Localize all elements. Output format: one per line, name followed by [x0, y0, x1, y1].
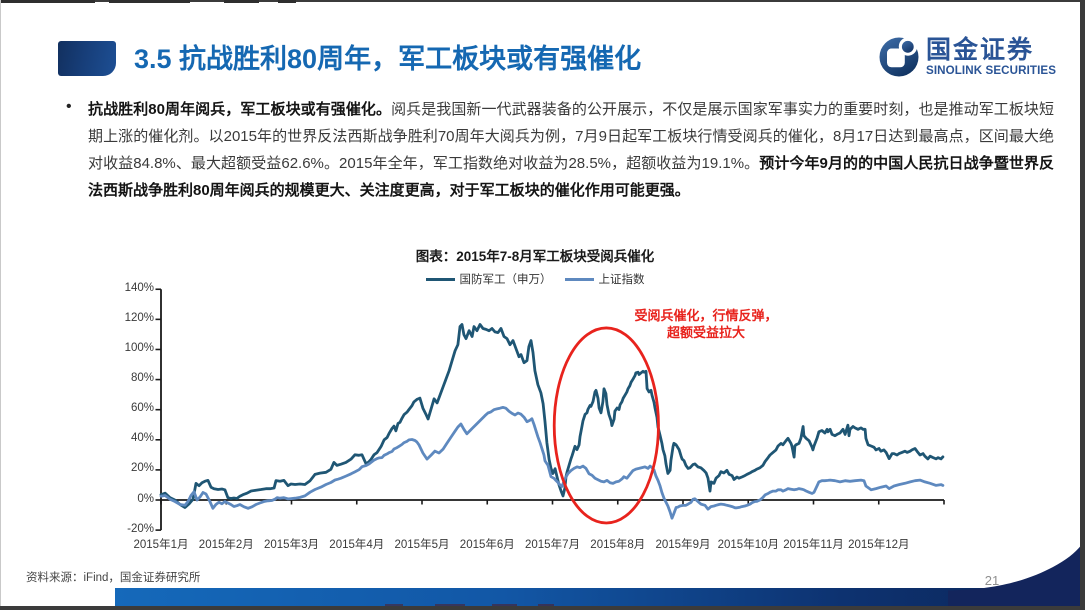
logo-text-cn: 国金证券 — [926, 36, 1035, 64]
bullet-point: • — [66, 98, 72, 115]
x-axis-label: 2015年11月 — [783, 539, 844, 551]
x-axis-label: 2015年8月 — [590, 539, 646, 551]
chart-legend: 国防军工（申万） 上证指数 — [135, 271, 935, 287]
section-title: 3.5 抗战胜利80周年，军工板块或有强催化 — [134, 44, 642, 74]
annotation-ellipse — [552, 326, 660, 525]
top-cutoff-text-remnant — [224, 0, 259, 3]
legend-label-sse: 上证指数 — [598, 274, 645, 286]
left-edge-hairline — [0, 0, 1, 610]
legend-line-swatch-sse — [564, 277, 594, 281]
corner-swoosh-decoration — [948, 545, 1085, 610]
y-axis-label: 140% — [124, 281, 154, 294]
annotation-line: 超额受益拉大 — [666, 324, 745, 340]
page-number: 21 — [984, 573, 1000, 588]
top-edge-line — [0, 0, 1080, 2]
top-cutoff-text-remnant — [0, 0, 95, 3]
chart-title: 图表：2015年7-8月军工板块受阅兵催化 — [415, 249, 655, 264]
body-paragraph: 抗战胜利80周年阅兵，军工板块或有强催化。阅兵是我国新一代武器装备的公开展示，不… — [88, 96, 1054, 204]
x-axis-label: 2015年6月 — [459, 539, 515, 551]
bar-cutoff-text-remnant — [435, 603, 465, 607]
y-axis-label: 0% — [137, 492, 154, 505]
series-line-0 — [159, 323, 945, 509]
y-axis-label: -20% — [127, 522, 154, 535]
y-axis-label: 20% — [130, 462, 154, 475]
chart-annotation-text: 受阅兵催化，行情反弹， 超额受益拉大 — [606, 308, 806, 341]
legend-line-swatch-defense — [425, 277, 455, 281]
bar-cutoff-text-remnant — [385, 603, 403, 607]
x-axis-label: 2015年12月 — [848, 539, 910, 551]
bottom-gradient-bar — [115, 588, 1085, 606]
x-axis-label: 2015年9月 — [655, 539, 711, 551]
source-note: 资料来源：iFind，国金证券研究所 — [26, 572, 201, 584]
top-cutoff-text-remnant — [109, 0, 190, 3]
x-axis-label: 2015年5月 — [394, 539, 450, 551]
paragraph-bold-segment: 抗战胜利80周年阅兵，军工板块或有强催化。 — [88, 101, 392, 118]
right-edge-strip — [1080, 0, 1085, 610]
bottom-edge-strip — [0, 606, 1085, 610]
bar-cutoff-text-remnant — [492, 603, 517, 607]
bar-cutoff-text-remnant — [538, 603, 554, 607]
x-axis-label: 2015年1月 — [133, 539, 189, 551]
legend-label-defense: 国防军工（申万） — [459, 274, 552, 286]
x-axis-label: 2015年3月 — [264, 539, 319, 551]
section-marker-rect — [58, 41, 116, 76]
sinolink-logo-icon — [879, 37, 919, 77]
logo-text-en: SINOLINK SECURITIES — [926, 64, 1057, 77]
y-axis-label: 60% — [130, 402, 154, 415]
y-axis-label: 120% — [124, 311, 154, 324]
y-axis-label: 80% — [130, 372, 154, 385]
top-cutoff-text-remnant — [278, 0, 296, 3]
y-axis-label: 40% — [130, 432, 154, 445]
x-axis-label: 2015年4月 — [329, 539, 385, 551]
x-axis-label: 2015年7月 — [525, 539, 580, 551]
series-line-1 — [159, 405, 945, 520]
paragraph-segment: 阅兵是我国新一代武器装备的公开展示，不仅是展示国家军事实力的重要时刻，也是推动军… — [88, 101, 1055, 172]
x-axis-label: 2015年10月 — [717, 539, 779, 551]
paragraph-bold-segment: 预计今年9月的的中国人民抗日战争暨世界反法西斯战争胜利80周年阅兵的规模更大、关… — [88, 155, 1054, 199]
x-axis-label: 2015年2月 — [198, 539, 254, 551]
y-axis-label: 100% — [124, 342, 154, 354]
annotation-line: 受阅兵催化，行情反弹， — [634, 308, 778, 323]
